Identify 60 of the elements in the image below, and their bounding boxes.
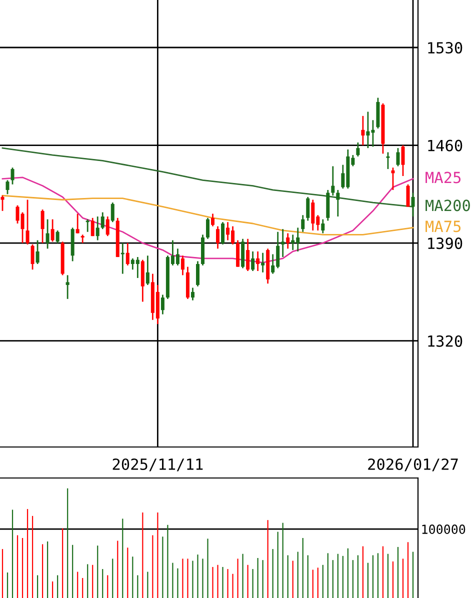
- y-tick-label: 1530: [428, 42, 462, 54]
- candlestick: [56, 230, 60, 244]
- candlestick: [356, 142, 360, 158]
- candlestick: [211, 213, 215, 227]
- candlestick: [90, 217, 94, 237]
- series-label: MA75: [426, 220, 461, 232]
- series-label: MA200: [426, 200, 470, 212]
- candlestick: [236, 240, 240, 268]
- candlestick: [6, 180, 10, 195]
- candlestick: [331, 166, 335, 196]
- candlestick: [96, 216, 100, 241]
- candlestick: [251, 250, 255, 272]
- x-tick-label: 2026/01/27: [368, 458, 458, 472]
- candlestick: [180, 254, 184, 276]
- candlestick: [76, 213, 80, 234]
- candlestick: [196, 260, 200, 288]
- candlestick: [46, 218, 50, 250]
- candlestick: [221, 221, 225, 246]
- candlestick: [396, 147, 400, 167]
- candlestick: [10, 166, 14, 186]
- candlestick: [301, 214, 305, 233]
- candlestick: [386, 152, 390, 170]
- candlestick: [190, 287, 194, 302]
- candlestick: [106, 216, 110, 237]
- y-tick-label: 1320: [428, 335, 462, 347]
- candlestick: [281, 228, 285, 258]
- line-series: [2, 194, 414, 236]
- candlestick: [256, 250, 260, 272]
- y-tick-label: 100000: [422, 524, 466, 534]
- y-tick-label: 1390: [428, 238, 462, 250]
- candlestick: [86, 218, 90, 233]
- candlestick: [146, 254, 150, 286]
- candlestick: [40, 208, 44, 244]
- candlestick: [66, 274, 70, 300]
- candlestick: [216, 226, 220, 250]
- candlestick: [261, 252, 265, 274]
- candlestick: [160, 294, 164, 315]
- candlestick: [26, 199, 30, 246]
- y-tick-label: 1460: [428, 140, 462, 152]
- candlestick: [306, 196, 310, 222]
- candlestick: [321, 218, 325, 234]
- line-series: [2, 147, 414, 208]
- candlestick: [100, 212, 104, 230]
- candlestick: [336, 189, 340, 218]
- series-label: MA25: [426, 172, 461, 184]
- x-tick-label: 2025/11/11: [112, 458, 203, 472]
- candlestick: [391, 166, 395, 191]
- candlestick: [110, 202, 114, 223]
- candlestick: [206, 217, 210, 240]
- candlestick: [30, 244, 34, 270]
- candlestick: [36, 240, 40, 265]
- candlestick: [411, 192, 415, 218]
- candlestick: [406, 184, 410, 208]
- candlestick: [361, 115, 365, 146]
- candlestick: [126, 242, 130, 266]
- candlestick: [246, 238, 250, 272]
- candlestick: [286, 232, 290, 250]
- candlestick: [0, 194, 4, 212]
- candlestick: [50, 218, 54, 242]
- candlestick: [401, 144, 405, 177]
